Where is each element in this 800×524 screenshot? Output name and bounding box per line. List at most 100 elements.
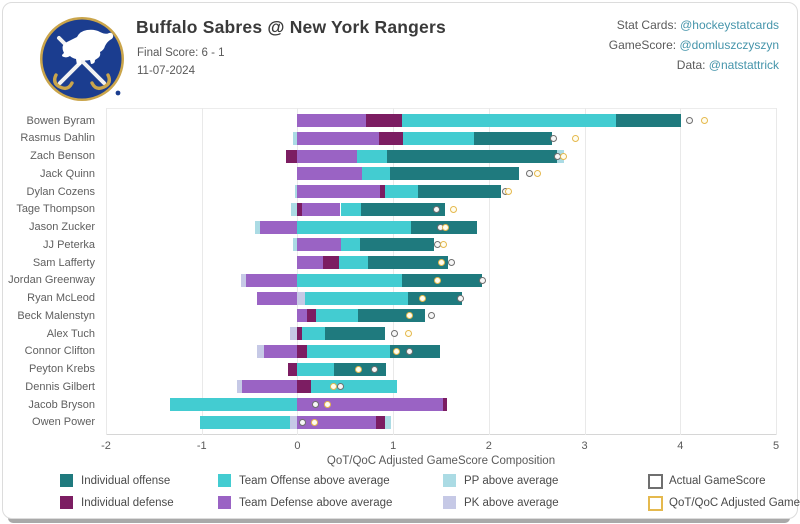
bar-segment-team-defense xyxy=(297,131,379,145)
adjusted-gamescore-marker xyxy=(449,205,457,213)
adjusted-gamescore-marker xyxy=(442,223,450,231)
legend-label: QoT/QoC Adjusted GameScore xyxy=(669,497,800,509)
adjusted-gamescore-marker xyxy=(437,259,445,266)
bar-segment-team-defense xyxy=(297,256,324,269)
bar-segment-individual-defense xyxy=(297,327,303,340)
adjusted-gamescore-marker xyxy=(405,312,413,320)
bar-segment-team-offense xyxy=(302,327,326,340)
bar-segment-team-offense xyxy=(315,309,358,323)
credit-data: Data: @natstattrick xyxy=(676,58,779,72)
bar-segment-team-offense xyxy=(305,291,409,305)
x-axis-title: QoT/QoC Adjusted GameScore Composition xyxy=(326,455,556,467)
bar-segment-team-offense xyxy=(384,185,419,198)
bar-segment-team-defense xyxy=(263,344,298,358)
legend-label: Individual defense xyxy=(81,497,174,509)
player-label: Rasmus Dahlin xyxy=(20,132,95,145)
adjusted-gamescore-marker xyxy=(323,401,331,408)
legend-label: Team Defense above average xyxy=(239,497,393,509)
buffalo-sabres-logo xyxy=(36,13,128,105)
bar-segment-pk xyxy=(297,291,306,305)
actual-gamescore-marker xyxy=(427,312,435,320)
bar-segment-team-defense xyxy=(297,415,376,429)
final-score: Final Score: 6 - 1 xyxy=(137,47,225,59)
adjusted-gamescore-marker xyxy=(440,241,448,249)
gridline-x--2 xyxy=(106,108,107,435)
adjusted-marker-swatch-icon xyxy=(648,496,663,511)
bar-segment-individual-defense xyxy=(297,344,307,358)
bar-segment-team-offense xyxy=(361,167,391,181)
legend-label: PK above average xyxy=(464,497,559,509)
credit-statcards: Stat Cards: @hockeystatcards xyxy=(616,18,779,32)
x-tick-label: 5 xyxy=(772,440,780,452)
bar-segment-individual-offense xyxy=(616,114,682,127)
actual-gamescore-marker xyxy=(312,401,320,408)
player-label: Peyton Krebs xyxy=(28,363,95,375)
x-tick-label: 4 xyxy=(677,440,684,452)
gridline-x-1 xyxy=(393,108,395,435)
bar-segment-team-offense xyxy=(297,273,402,287)
bar-segment-individual-defense xyxy=(307,309,316,323)
bar-segment-individual-defense xyxy=(323,256,339,269)
bar-segment-team-defense xyxy=(297,149,357,163)
player-label: Beck Malenstyn xyxy=(17,309,95,322)
adjusted-gamescore-marker xyxy=(419,294,427,302)
adjusted-gamescore-marker xyxy=(393,347,401,355)
legend-label: PP above average xyxy=(464,475,559,487)
bar-segment-team-defense xyxy=(297,167,362,181)
bar-segment-individual-offense xyxy=(418,185,502,198)
player-label: Bowen Byram xyxy=(26,114,95,127)
x-tick-label: 0 xyxy=(294,440,301,452)
actual-gamescore-marker xyxy=(433,241,441,249)
player-label: Sam Lafferty xyxy=(32,256,95,269)
bar-segment-individual-offense xyxy=(473,131,553,145)
bar-segment-pp xyxy=(255,220,261,234)
bar-segment-team-defense xyxy=(297,309,307,323)
x-tick-label: -1 xyxy=(196,440,207,452)
bar-segment-team-offense xyxy=(297,220,412,234)
bar-segment-individual-offense xyxy=(325,327,385,340)
actual-gamescore-marker xyxy=(298,418,306,426)
bar-segment-individual-offense xyxy=(357,309,425,323)
player-label: Zach Benson xyxy=(30,150,95,162)
actual-marker-swatch-icon xyxy=(648,474,663,489)
credit-gamescore: GameScore: @domluszczyszyn xyxy=(608,38,779,52)
actual-gamescore-marker xyxy=(432,205,440,213)
player-label: Dylan Cozens xyxy=(26,185,95,198)
adjusted-gamescore-marker xyxy=(534,170,542,178)
bar-segment-team-offense xyxy=(307,344,391,358)
bar-segment-team-offense xyxy=(356,149,388,163)
actual-gamescore-marker xyxy=(370,365,378,373)
individual-offense-swatch-icon xyxy=(60,474,73,487)
actual-gamescore-marker xyxy=(337,383,344,391)
bar-segment-team-defense xyxy=(297,185,380,198)
team-defense-swatch-icon xyxy=(218,496,231,509)
gridline-x-3 xyxy=(584,108,586,435)
bar-segment-team-defense xyxy=(297,114,367,127)
gamescore-composition-chart xyxy=(106,108,777,435)
bar-segment-team-offense xyxy=(170,398,298,411)
gridline-x-2 xyxy=(488,108,490,435)
bar-segment-pk xyxy=(237,380,242,394)
statcards-handle: @hockeystatcards xyxy=(680,18,779,32)
pp-swatch-icon xyxy=(443,474,456,487)
player-name-axis: Bowen Byram Rasmus Dahlin Zach Benson Jack … xyxy=(3,108,102,438)
pk-swatch-icon xyxy=(443,496,456,509)
bar-segment-team-offense xyxy=(297,362,334,376)
player-label: Jack Quinn xyxy=(39,167,95,180)
bar-segment-team-offense xyxy=(310,380,397,394)
bar-segment-individual-offense xyxy=(390,167,520,181)
bar-segment-pk xyxy=(240,273,246,287)
x-tick-label: -2 xyxy=(101,440,111,452)
actual-gamescore-marker xyxy=(456,294,464,302)
bar-segment-individual-defense xyxy=(375,415,386,429)
bar-segment-team-offense xyxy=(341,238,360,252)
bar-segment-team-defense xyxy=(245,273,298,287)
bar-segment-team-offense xyxy=(402,131,474,145)
bar-segment-individual-offense xyxy=(360,202,445,216)
player-label: Tage Thompson xyxy=(16,203,95,216)
player-label: Alex Tuch xyxy=(46,327,95,340)
bar-segment-individual-defense xyxy=(297,202,303,216)
bar-segment-team-offense xyxy=(401,114,617,127)
actual-gamescore-marker xyxy=(405,347,413,355)
